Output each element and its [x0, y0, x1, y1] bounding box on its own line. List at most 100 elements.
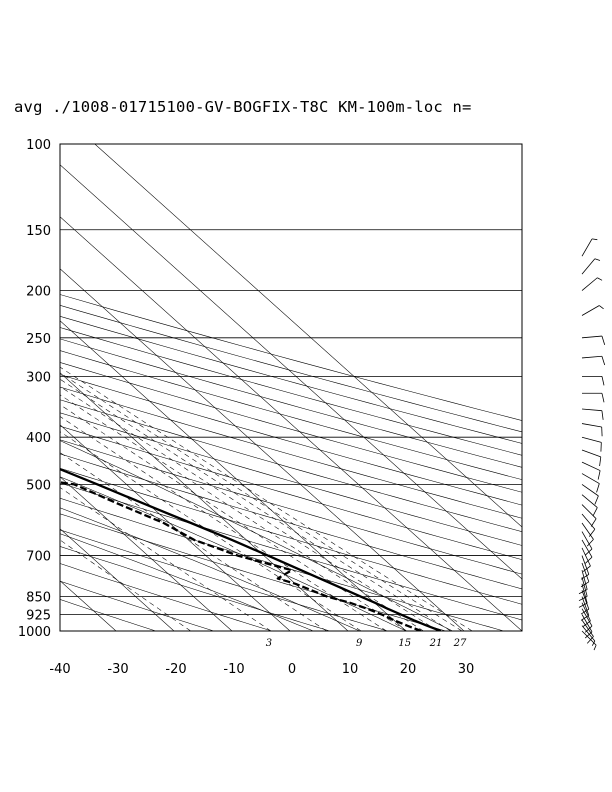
dry-adiabat-280: [60, 546, 330, 631]
wind-barb-staff-400: [581, 436, 602, 443]
wind-barb-feather-185-0: [594, 258, 601, 261]
isotherm-20: [60, 320, 407, 631]
isotherm-60: [94, 144, 522, 528]
mixing-ratio-18: [60, 394, 424, 631]
chart-title: avg ./1008-01715100-GV-BOGFIX-T8C KM-100…: [14, 98, 472, 116]
wind-barb-staff-650: [581, 539, 593, 558]
pressure-label-150: 150: [26, 224, 51, 239]
wind-barb-feather-900-0: [584, 625, 593, 633]
pressure-label-250: 250: [26, 332, 51, 347]
mixing-ratio-12: [60, 416, 387, 631]
sounding-profiles: [60, 467, 442, 631]
dry-adiabat-340: [60, 453, 522, 590]
mixing-ratio-30: [60, 366, 473, 631]
wind-barb-staff-950: [581, 619, 594, 637]
mixing-ratio-label-9: 9: [356, 638, 363, 649]
mixing-ratio-21: [60, 386, 439, 631]
dry-adiabat-330: [60, 467, 522, 605]
isotherm-40: [60, 216, 522, 631]
moist-adiabat-20: [60, 476, 407, 631]
wind-barb-feather-275-0: [601, 356, 606, 366]
mixing-ratio-labels: 3 9 15 21 27: [266, 638, 467, 649]
pressure-label-200: 200: [26, 285, 51, 300]
wind-barb-staff-575: [581, 513, 596, 530]
dry-adiabat-290: [60, 529, 388, 631]
wind-barb-staff-625: [581, 531, 593, 550]
wind-barb-feather-550-0: [590, 518, 597, 527]
wind-barb-staff-850: [581, 596, 590, 616]
pressure-label-300: 300: [26, 370, 51, 385]
isotherm--10: [60, 476, 233, 631]
dry-adiabat-300: [60, 513, 446, 631]
plot-frame: [59, 143, 523, 632]
mixing-ratio-15: [60, 404, 407, 631]
wind-barb-feather-700-0: [580, 574, 590, 580]
dry-adiabat-440: [60, 327, 522, 456]
temperature-label-30: 30: [458, 662, 475, 677]
wind-barb-staff-275: [581, 355, 602, 359]
dewpoint-profile-line: [60, 481, 422, 631]
wind-barb-feather-650-0: [584, 556, 593, 564]
mixing-ratio-3: [60, 487, 272, 631]
dry-adiabat-270: [60, 563, 272, 631]
wind-barb-feather-475-0: [596, 483, 600, 493]
dry-adiabat-350: [60, 439, 522, 575]
wind-barb-staff-900: [581, 608, 593, 627]
isotherm--30: [60, 580, 117, 631]
wind-barb-staff-600: [581, 522, 594, 540]
wind-barb-staff-170: [581, 238, 593, 257]
isobar-grid: [60, 143, 522, 632]
mixing-ratio-label-21: 21: [429, 638, 443, 649]
temperature-label-20: 20: [400, 662, 417, 677]
mixing-ratio-label-27: 27: [453, 638, 467, 649]
pressure-label-500: 500: [26, 478, 51, 493]
wind-barb-staff-225: [581, 305, 600, 316]
wind-barb-feather-775-0: [578, 596, 588, 602]
wind-barb-staff-500: [581, 484, 599, 497]
wind-barb-staff-425: [581, 449, 601, 458]
moist-adiabat-28: [60, 440, 453, 631]
wind-barb-feather-225-0: [599, 305, 604, 310]
wind-barb-feather-625-0: [584, 548, 593, 556]
wind-barb-feather-825-0: [580, 608, 590, 615]
mixing-ratio-27: [60, 372, 463, 631]
temperature-tick-labels: -40 -30 -20 -10 0 10 20 30: [49, 662, 474, 677]
dry-adiabat-360: [60, 425, 522, 560]
wind-barb-feather-875-0: [582, 620, 591, 627]
dry-adiabat-380: [60, 399, 522, 532]
wind-barb-staff-700: [581, 555, 590, 575]
temperature-label-0: 0: [288, 662, 296, 677]
pressure-label-850: 850: [26, 591, 51, 606]
dry-adiabat-250: [60, 599, 156, 631]
wind-barb-feather-525-0: [592, 507, 598, 516]
mixing-ratio-9: [60, 431, 362, 631]
wind-barb-staff-450: [581, 461, 601, 471]
mixing-ratio-label-3: 3: [266, 638, 272, 649]
wind-barb-staff-725: [581, 562, 590, 582]
wind-barbs: [578, 238, 606, 651]
dry-adiabat-310: [60, 497, 504, 631]
dry-adiabat-370: [60, 412, 522, 546]
wind-barb-feather-575-0: [588, 529, 596, 537]
dry-adiabat-320: [60, 482, 522, 621]
wind-barb-feather-950-0: [586, 636, 594, 644]
wind-barb-staff-675: [581, 547, 591, 567]
dry-adiabat-260: [60, 580, 214, 631]
isotherm-30: [60, 268, 465, 631]
wind-barb-feather-325-0: [601, 393, 605, 403]
mixing-ratio-label-15: 15: [398, 638, 411, 649]
wind-barb-feather-1000-0: [593, 644, 597, 651]
mixing-ratio-24: [60, 378, 451, 631]
mixing-ratio-lines: [60, 366, 473, 631]
wind-barb-feather-200-0: [597, 277, 603, 281]
dry-adiabat-460: [60, 305, 522, 433]
isotherm--20: [60, 528, 175, 631]
wind-barb-staff-375: [581, 423, 602, 428]
wind-barb-staff-525: [581, 494, 598, 508]
wind-barb-feather-800-0: [578, 602, 588, 608]
wind-barb-feather-250-0: [601, 335, 606, 345]
mixing-ratio-6: [60, 452, 327, 631]
pressure-label-400: 400: [26, 431, 51, 446]
